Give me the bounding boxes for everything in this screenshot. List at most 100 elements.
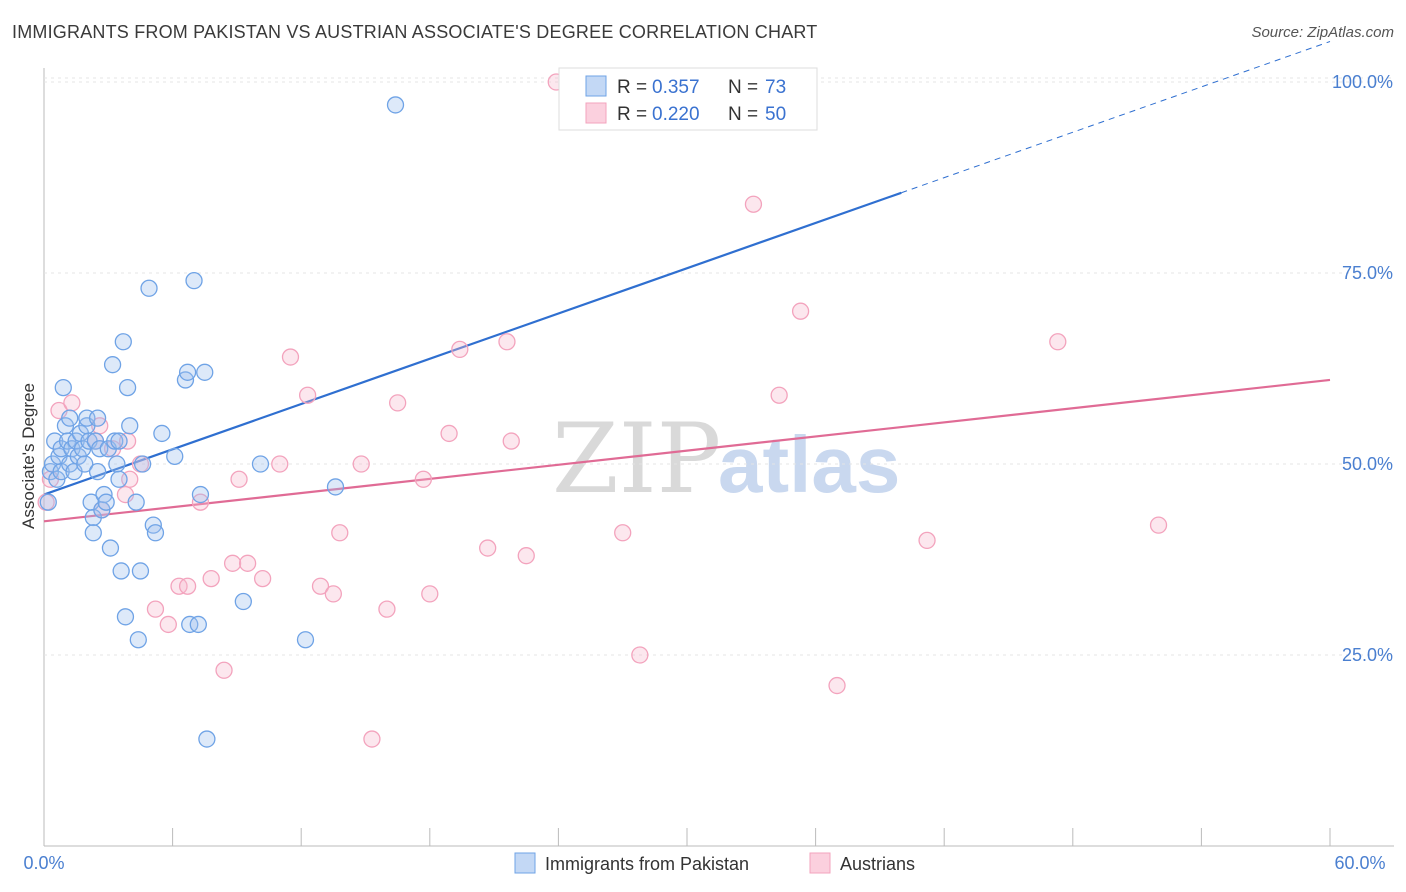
data-point-austrians (253, 569, 272, 588)
data-point-pakistan (88, 462, 107, 481)
trend-line-pakistan (43, 191, 902, 496)
series-austrians-points (37, 73, 1168, 748)
data-point-austrians (631, 646, 649, 664)
data-point-austrians (1149, 516, 1168, 534)
data-point-austrians (517, 547, 535, 565)
bottom-legend: Immigrants from Pakistan Austrians (514, 852, 915, 874)
data-point-pakistan (386, 96, 405, 114)
data-point-pakistan (178, 363, 197, 381)
data-point-pakistan (97, 493, 115, 511)
data-point-pakistan (234, 592, 252, 611)
data-point-pakistan (88, 409, 107, 427)
data-point-austrians (63, 394, 81, 412)
data-point-austrians (363, 730, 381, 748)
data-point-pakistan (39, 493, 57, 511)
data-point-pakistan (129, 631, 147, 649)
data-point-pakistan (116, 608, 135, 626)
data-point-pakistan (166, 447, 184, 466)
data-point-pakistan (191, 485, 210, 504)
bottom-legend-label-austrians: Austrians (840, 854, 915, 874)
legend-swatch-austrians (585, 102, 607, 124)
data-point-austrians (146, 600, 165, 618)
data-point-pakistan (140, 279, 158, 297)
data-point-pakistan (127, 493, 145, 511)
data-point-pakistan (121, 417, 139, 435)
data-point-austrians (421, 585, 439, 603)
data-point-pakistan (110, 470, 128, 488)
data-point-austrians (331, 524, 349, 542)
data-point-pakistan (84, 524, 102, 542)
data-point-austrians (479, 539, 497, 557)
y-tick-label: 75.0% (1342, 263, 1393, 283)
data-point-austrians (281, 348, 300, 366)
data-point-pakistan (61, 409, 79, 427)
data-point-pakistan (153, 424, 171, 443)
data-point-austrians (230, 470, 248, 488)
data-point-pakistan (198, 730, 216, 748)
x-tick-label-min: 0.0% (23, 853, 64, 873)
data-point-austrians (352, 455, 370, 473)
legend-swatch-pakistan (585, 75, 607, 97)
data-point-austrians (828, 676, 846, 695)
data-point-pakistan (189, 615, 207, 634)
bottom-legend-swatch-austrians (809, 852, 831, 874)
data-point-austrians (298, 386, 317, 404)
data-point-austrians (159, 615, 177, 634)
data-point-pakistan (196, 363, 214, 381)
source-label: Source: ZipAtlas.com (1251, 24, 1394, 41)
legend-r-label-1: R = (617, 104, 647, 125)
data-point-austrians (215, 661, 233, 679)
y-tick-label: 50.0% (1342, 454, 1393, 474)
data-point-pakistan (296, 631, 315, 649)
data-point-pakistan (114, 333, 132, 351)
data-point-austrians (451, 340, 469, 359)
legend-n-label-1: N = (728, 104, 758, 125)
watermark-zip: ZIP (552, 403, 721, 515)
data-point-pakistan (146, 524, 165, 542)
data-point-austrians (498, 333, 516, 351)
data-point-pakistan (103, 356, 122, 374)
data-point-austrians (223, 554, 242, 572)
data-point-austrians (238, 554, 257, 572)
legend-box: R = 0.357 N = 73 R = 0.220 N = 50 (558, 67, 818, 131)
data-point-austrians (178, 577, 197, 595)
bottom-legend-label-pakistan: Immigrants from Pakistan (545, 854, 749, 874)
legend-r-value-1: 0.220 (652, 104, 700, 125)
trend-line-austrians (43, 378, 1331, 523)
legend-n-value-0: 73 (765, 77, 786, 98)
y-tick-label: 100.0% (1332, 72, 1393, 92)
data-point-austrians (378, 600, 396, 618)
data-point-austrians (614, 524, 632, 542)
y-tick-labels: 25.0% 50.0% 75.0% 100.0% (1332, 72, 1393, 665)
legend-r-label-0: R = (617, 77, 647, 98)
data-point-austrians (791, 302, 810, 320)
data-point-austrians (311, 577, 330, 595)
data-point-pakistan (133, 455, 152, 473)
data-point-pakistan (108, 455, 126, 473)
data-point-pakistan (106, 432, 124, 450)
data-point-pakistan (131, 562, 150, 580)
data-point-austrians (744, 195, 763, 213)
x-tick-label-max: 60.0% (1334, 853, 1385, 873)
data-point-austrians (1049, 333, 1067, 351)
data-point-pakistan (101, 539, 120, 557)
data-point-austrians (440, 424, 458, 443)
legend-n-label-0: N = (728, 77, 758, 98)
data-point-austrians (388, 394, 407, 412)
data-point-austrians (271, 455, 289, 473)
data-point-austrians (414, 470, 433, 488)
legend-r-value-0: 0.357 (652, 77, 700, 98)
bottom-legend-swatch-pakistan (514, 852, 536, 874)
trend-lines (43, 41, 1331, 523)
data-point-austrians (324, 585, 343, 603)
data-point-pakistan (112, 562, 130, 580)
y-tick-label: 25.0% (1342, 645, 1393, 665)
data-point-pakistan (326, 478, 345, 496)
legend-n-value-1: 50 (765, 104, 786, 125)
data-point-austrians (502, 432, 520, 450)
series-pakistan-points (39, 73, 812, 748)
x-ticks (43, 828, 1331, 846)
y-axis-title: Associate's Degree (19, 383, 38, 529)
data-point-pakistan (118, 378, 137, 397)
